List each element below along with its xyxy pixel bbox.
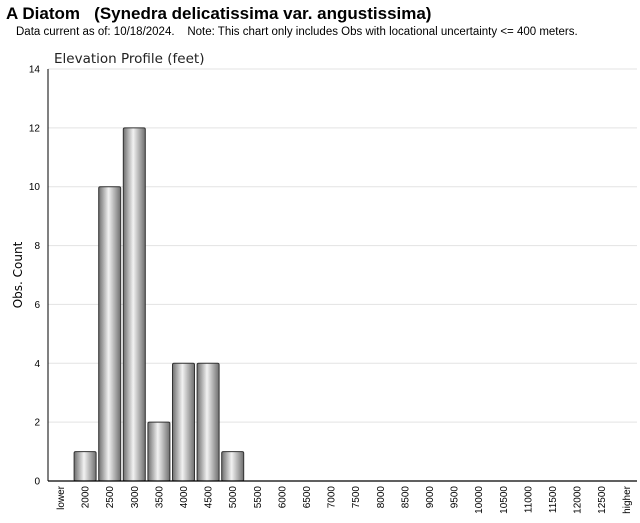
bars bbox=[73, 127, 245, 482]
axis-labels: 0 2 4 6 8 10 12 14 lower 2000 2500 3000 3500 4000 4500… bbox=[29, 65, 633, 514]
x-tick-label: 2000 bbox=[81, 486, 92, 509]
y-tick-label: 2 bbox=[34, 418, 40, 429]
x-tick-label: 5500 bbox=[253, 486, 264, 509]
x-tick-label: 6000 bbox=[277, 486, 288, 509]
x-tick-label: 4500 bbox=[204, 486, 215, 509]
grid-lines bbox=[48, 68, 637, 423]
x-tick-label: 6500 bbox=[302, 486, 313, 509]
bar-4000 bbox=[172, 362, 195, 482]
x-tick-label: 10000 bbox=[474, 486, 485, 514]
y-tick-label: 4 bbox=[34, 359, 40, 370]
bar-3000 bbox=[122, 127, 146, 482]
y-tick-label: 14 bbox=[29, 65, 41, 76]
bar-2500 bbox=[98, 186, 122, 482]
y-tick-label: 6 bbox=[34, 300, 40, 311]
x-tick-label: 8000 bbox=[376, 486, 387, 509]
x-tick-label: 8500 bbox=[400, 486, 411, 509]
x-tick-label: 7500 bbox=[351, 486, 362, 509]
x-tick-label: 4000 bbox=[179, 486, 190, 509]
y-tick-label: 8 bbox=[34, 241, 40, 252]
y-tick-label: 12 bbox=[29, 123, 41, 134]
page-title: A Diatom (Synedra delicatissima var. ang… bbox=[6, 4, 432, 23]
x-tick-label: 12500 bbox=[597, 486, 608, 514]
x-tick-label: higher bbox=[622, 485, 633, 513]
x-tick-label: 11000 bbox=[523, 486, 534, 514]
bar-4500 bbox=[196, 362, 220, 482]
y-axis-title: Obs. Count bbox=[11, 241, 25, 308]
x-tick-label: 3500 bbox=[154, 486, 165, 509]
y-tick-label: 10 bbox=[29, 182, 41, 193]
x-tick-label: lower bbox=[56, 485, 67, 510]
x-tick-label: 10500 bbox=[499, 486, 510, 514]
x-tick-label: 9000 bbox=[425, 486, 436, 509]
x-tick-label: 11500 bbox=[548, 486, 559, 514]
x-tick-label: 3000 bbox=[130, 486, 141, 509]
x-tick-label: 7000 bbox=[327, 486, 338, 509]
y-tick-label: 0 bbox=[34, 477, 40, 488]
bar-2000 bbox=[73, 451, 97, 482]
bar-3500 bbox=[147, 421, 171, 482]
x-tick-label: 9500 bbox=[450, 486, 461, 509]
x-tick-label: 5000 bbox=[228, 486, 239, 509]
x-tick-label: 2500 bbox=[105, 486, 116, 509]
axes bbox=[47, 69, 637, 482]
x-tick-label: 12000 bbox=[573, 486, 584, 514]
chart-title: Elevation Profile (feet) bbox=[54, 51, 204, 67]
data-note: Data current as of: 10/18/2024. Note: Th… bbox=[16, 26, 578, 38]
bar-5000 bbox=[221, 451, 245, 482]
